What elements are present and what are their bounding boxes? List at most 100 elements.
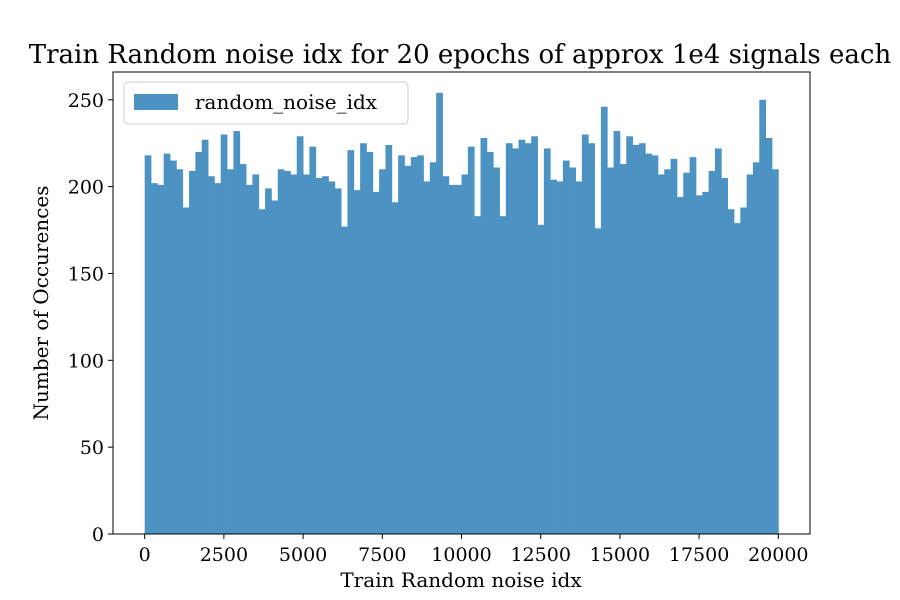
histogram-bar	[385, 144, 393, 534]
x-tick-label: 10000	[431, 544, 491, 566]
histogram-bar	[702, 191, 710, 534]
histogram-bar	[214, 183, 222, 534]
x-axis-ticks: 0 2500 5000 7500 10000 12500 15000 17500 20000	[139, 534, 809, 566]
histogram-bar	[315, 177, 323, 534]
histogram-bar	[461, 174, 469, 534]
histogram-bar	[372, 191, 380, 534]
histogram-bar	[296, 136, 304, 534]
histogram-bar	[423, 181, 431, 534]
histogram-bar	[398, 155, 405, 535]
y-tick-label: 0	[92, 524, 104, 546]
x-tick-label: 2500	[200, 544, 248, 566]
histogram-bar	[353, 190, 361, 534]
bar-series	[144, 92, 779, 535]
x-tick-label: 7500	[358, 544, 406, 566]
histogram-bar	[746, 174, 754, 534]
histogram-bar	[771, 169, 779, 534]
histogram-bar	[429, 162, 437, 534]
y-tick-label: 200	[68, 177, 104, 199]
histogram-bar	[524, 143, 532, 535]
histogram-bar	[531, 136, 538, 534]
histogram-bar	[233, 131, 241, 535]
histogram-bar	[309, 146, 317, 534]
histogram-bar	[265, 188, 272, 535]
histogram-bar	[220, 134, 228, 535]
histogram-bar	[575, 181, 583, 534]
y-axis-label: Number of Occurences	[29, 186, 53, 421]
y-tick-label: 50	[80, 437, 104, 459]
histogram-bar	[467, 146, 475, 534]
histogram-bar	[512, 148, 519, 534]
histogram-bar	[670, 158, 678, 534]
legend-box	[123, 81, 409, 125]
histogram-bar	[759, 99, 767, 534]
histogram-bar	[322, 176, 329, 535]
histogram-bar	[360, 143, 367, 535]
histogram-bar	[195, 151, 203, 535]
x-tick-label: 5000	[279, 544, 327, 566]
legend: random_noise_idx	[123, 81, 409, 125]
chart-title: Train Random noise idx for 20 epochs of …	[29, 40, 892, 70]
histogram-bar	[740, 207, 748, 534]
histogram-bar	[144, 155, 152, 535]
y-tick-label: 100	[68, 350, 104, 372]
histogram-bar	[537, 224, 545, 534]
x-tick-label: 12500	[510, 544, 570, 566]
histogram-bar	[543, 148, 551, 534]
histogram-bar	[657, 174, 665, 534]
histogram-bar	[239, 164, 247, 535]
histogram-bar	[328, 181, 336, 534]
histogram-bar	[613, 131, 621, 535]
histogram-bar	[600, 106, 608, 534]
histogram-bar	[689, 157, 697, 534]
histogram-bar	[676, 197, 684, 535]
x-axis-label: Train Random noise idx	[340, 568, 582, 592]
legend-swatch	[134, 94, 178, 110]
histogram-bar	[474, 216, 481, 534]
histogram-bar	[182, 207, 190, 534]
histogram-bar	[518, 139, 526, 534]
histogram-bar	[493, 167, 500, 535]
histogram-bar	[550, 179, 557, 534]
histogram-bar	[765, 138, 773, 534]
histogram-bar	[626, 136, 633, 534]
histogram-bar	[588, 143, 595, 535]
histogram-bar	[157, 184, 165, 535]
histogram-bar	[176, 169, 184, 534]
histogram-bar	[290, 174, 298, 534]
histogram-bar	[569, 167, 576, 535]
histogram-bar	[645, 153, 652, 534]
x-tick-label: 20000	[748, 544, 808, 566]
histogram-bar	[714, 148, 722, 534]
histogram-bar	[208, 176, 215, 535]
histogram-bar	[277, 169, 285, 534]
histogram-bar	[436, 92, 443, 534]
histogram-bar	[581, 134, 589, 535]
histogram-bar	[170, 160, 177, 534]
histogram-bar	[151, 183, 158, 534]
histogram-bar	[163, 153, 171, 534]
histogram-bar	[607, 167, 614, 535]
y-tick-label: 150	[68, 263, 104, 285]
histogram-bar	[391, 202, 399, 534]
histogram-bar	[708, 171, 716, 534]
histogram-bar	[455, 184, 462, 535]
histogram-bar	[252, 174, 260, 534]
histogram-bar	[638, 143, 646, 535]
histogram-bar	[442, 176, 450, 535]
histogram-bar	[410, 157, 418, 534]
histogram-bar	[505, 143, 513, 535]
histogram-bar	[651, 155, 659, 535]
histogram-bar	[227, 169, 234, 534]
histogram-bar	[480, 138, 488, 534]
histogram-bar	[664, 169, 671, 534]
histogram-bar	[303, 174, 310, 534]
histogram-bar	[594, 228, 602, 534]
histogram-bar	[379, 169, 386, 534]
histogram-bar	[721, 177, 729, 534]
x-tick-label: 15000	[590, 544, 650, 566]
histogram-bar	[695, 195, 703, 534]
histogram-bar	[404, 165, 412, 534]
histogram-bar	[499, 216, 507, 534]
